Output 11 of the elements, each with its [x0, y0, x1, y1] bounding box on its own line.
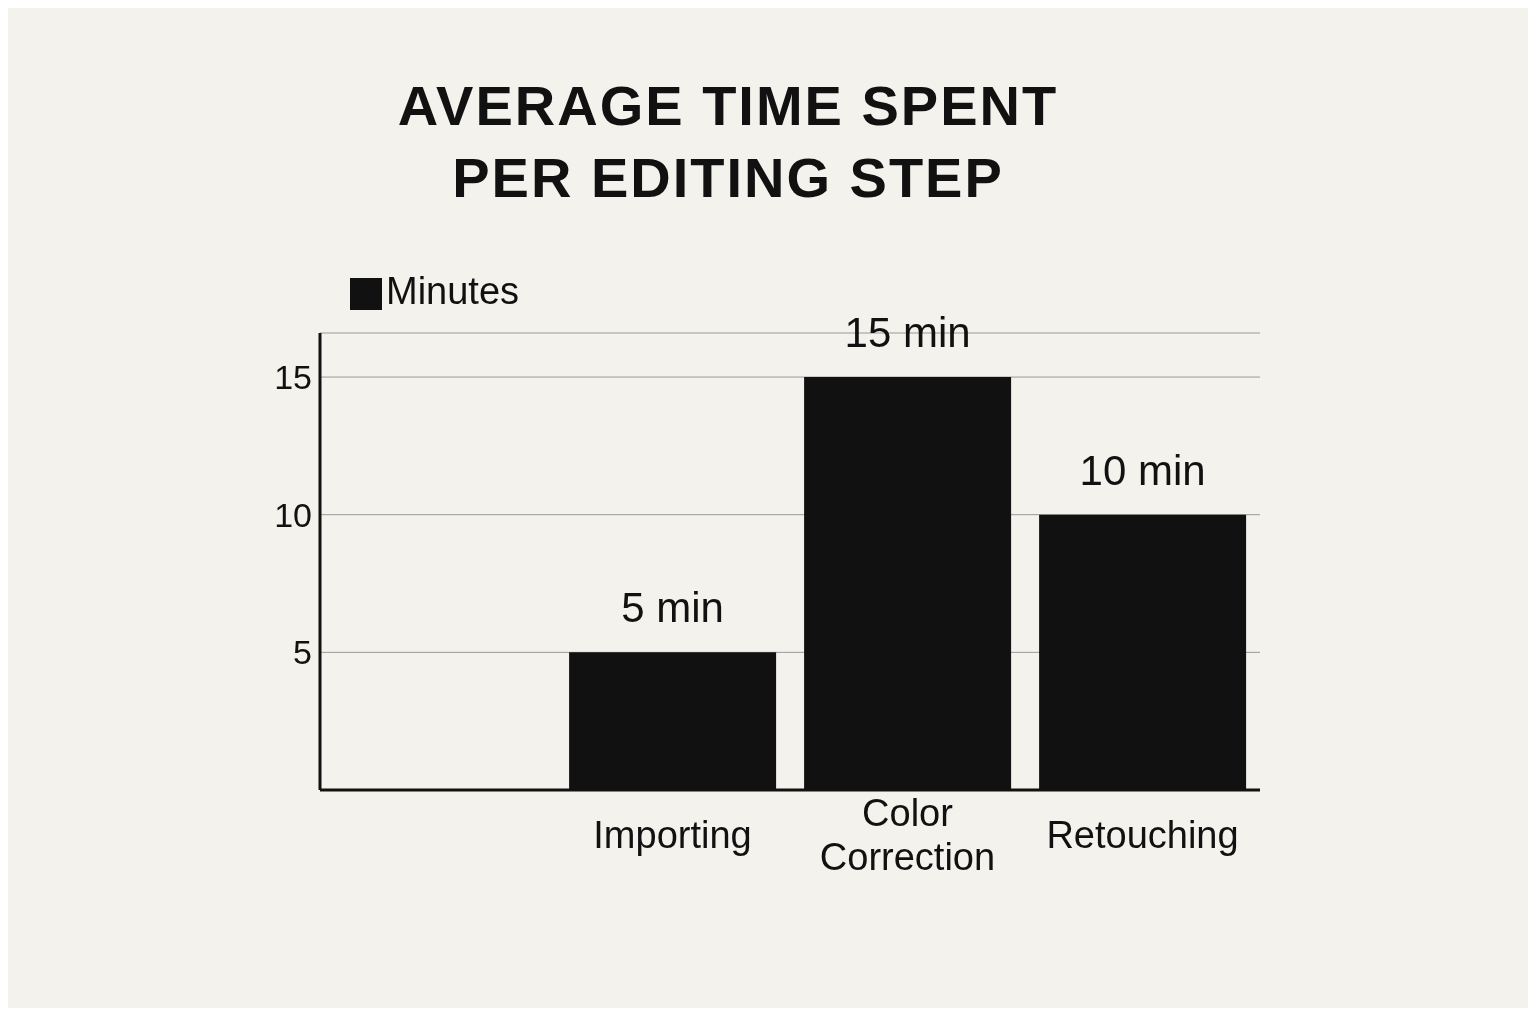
chart-title: AVERAGE TIME SPENT PER EDITING STEP	[396, 73, 1060, 211]
y-tick-label: 5	[293, 633, 312, 672]
text: 10 min	[1079, 446, 1206, 494]
text: 15 min	[844, 309, 971, 357]
x-tick-label: Color Correction	[819, 792, 996, 878]
x-tick-label: Importing	[593, 814, 752, 856]
text: 5 min	[621, 584, 724, 632]
y-tick-label: 15	[274, 358, 312, 397]
legend-label: Minutes	[386, 270, 520, 312]
x-tick-label: Retouching	[1046, 814, 1239, 856]
y-tick-label: 10	[274, 495, 312, 534]
